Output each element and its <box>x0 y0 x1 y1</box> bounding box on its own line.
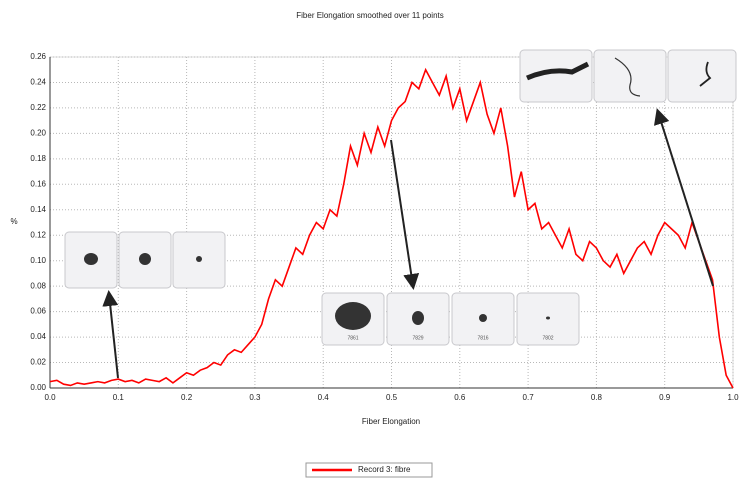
x-tick-label: 0.1 <box>113 393 125 402</box>
y-tick-label: 0.18 <box>30 154 46 163</box>
thumbnail <box>668 50 736 102</box>
y-tick-label: 0.06 <box>30 307 46 316</box>
x-tick-label: 0.7 <box>523 393 535 402</box>
y-tick-label: 0.08 <box>30 281 46 290</box>
y-tick-label: 0.12 <box>30 230 46 239</box>
x-axis-label: Fiber Elongation <box>362 417 420 426</box>
y-tick-label: 0.04 <box>30 332 46 341</box>
y-tick-label: 0.16 <box>30 179 46 188</box>
chart: Fiber Elongation smoothed over 11 points… <box>0 0 740 482</box>
y-tick-label: 0.00 <box>30 383 46 392</box>
thumbnail-label: 7829 <box>412 335 423 341</box>
particle <box>479 314 487 322</box>
x-tick-label: 0.0 <box>44 393 56 402</box>
y-tick-label: 0.14 <box>30 205 46 214</box>
y-tick-label: 0.26 <box>30 52 46 61</box>
y-axis-label: % <box>10 217 17 226</box>
thumbnails-low <box>65 232 225 288</box>
y-tick-label: 0.24 <box>30 78 46 87</box>
particle <box>196 256 202 262</box>
x-tick-label: 0.5 <box>386 393 398 402</box>
y-tick-label: 0.02 <box>30 358 46 367</box>
particle <box>139 253 151 265</box>
x-tick-label: 0.4 <box>318 393 330 402</box>
thumbnail <box>594 50 666 102</box>
particle <box>412 311 424 325</box>
arrow <box>658 112 713 286</box>
thumbnail-label: 7861 <box>347 335 358 341</box>
x-tick-label: 0.9 <box>659 393 671 402</box>
x-tick-label: 0.6 <box>454 393 466 402</box>
thumbnails-mid: 7861 7829 7816 7802 <box>322 293 579 345</box>
x-tick-label: 0.3 <box>249 393 261 402</box>
plot-area: 0.00 0.02 0.04 0.06 0.08 0.10 0.12 0.14 0.16 0.18… <box>30 52 739 402</box>
arrow <box>109 294 118 378</box>
x-tick-label: 1.0 <box>727 393 739 402</box>
chart-title: Fiber Elongation smoothed over 11 points <box>296 11 444 20</box>
thumbnail-label: 7802 <box>542 335 553 341</box>
thumbnails-high <box>520 50 736 102</box>
x-tick-label: 0.8 <box>591 393 603 402</box>
y-tick-label: 0.20 <box>30 128 46 137</box>
x-tick-label: 0.2 <box>181 393 193 402</box>
particle <box>546 317 550 320</box>
y-tick-label: 0.22 <box>30 103 46 112</box>
y-tick-label: 0.10 <box>30 256 46 265</box>
arrow <box>391 140 413 286</box>
thumbnail-label: 7816 <box>477 335 488 341</box>
particle <box>84 253 98 265</box>
legend-label: Record 3: fibre <box>358 465 411 474</box>
particle <box>335 302 371 330</box>
